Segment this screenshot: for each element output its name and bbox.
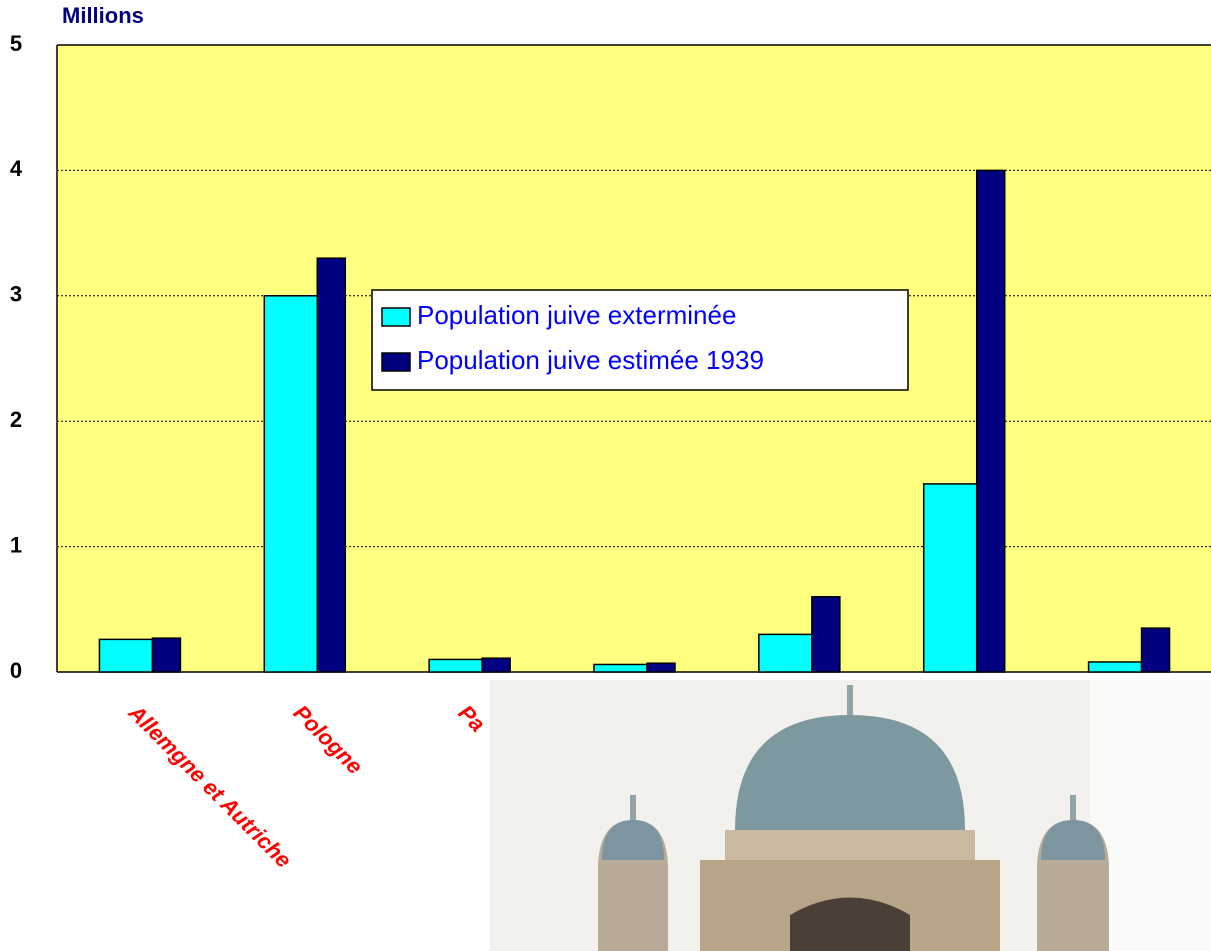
- bar: [98, 638, 154, 673]
- legend-label: Population juive estimée 1939: [417, 345, 764, 375]
- bar: [758, 633, 813, 673]
- y-tick-label: 3: [10, 282, 22, 307]
- bar: [316, 257, 347, 673]
- y-tick-label: 4: [10, 156, 23, 181]
- bar: [151, 637, 182, 673]
- legend-swatch: [381, 352, 411, 372]
- bar: [1140, 627, 1171, 673]
- legend-box: [371, 289, 909, 391]
- bar: [428, 658, 483, 673]
- bar: [593, 663, 648, 673]
- x-tick-label: Pologne: [289, 700, 368, 779]
- x-tick-label: Pa: [453, 700, 490, 737]
- x-tick-label: Allemgne et Autriche: [123, 699, 296, 872]
- bar: [811, 596, 841, 673]
- y-tick-label: 5: [10, 31, 22, 56]
- bar: [481, 657, 511, 673]
- legend-swatch: [381, 307, 411, 327]
- y-axis-label: Millions: [62, 3, 144, 28]
- bar: [922, 483, 978, 673]
- bar: [263, 295, 319, 673]
- y-tick-label: 1: [10, 532, 22, 557]
- y-tick-label: 2: [10, 407, 22, 432]
- legend: Population juive exterminée Population ju…: [371, 289, 909, 391]
- y-tick-label: 0: [10, 658, 22, 683]
- bar: [1087, 661, 1143, 673]
- bar: [646, 662, 676, 673]
- photo: [490, 680, 1211, 951]
- bar: [975, 169, 1006, 673]
- legend-label: Population juive exterminée: [417, 300, 736, 330]
